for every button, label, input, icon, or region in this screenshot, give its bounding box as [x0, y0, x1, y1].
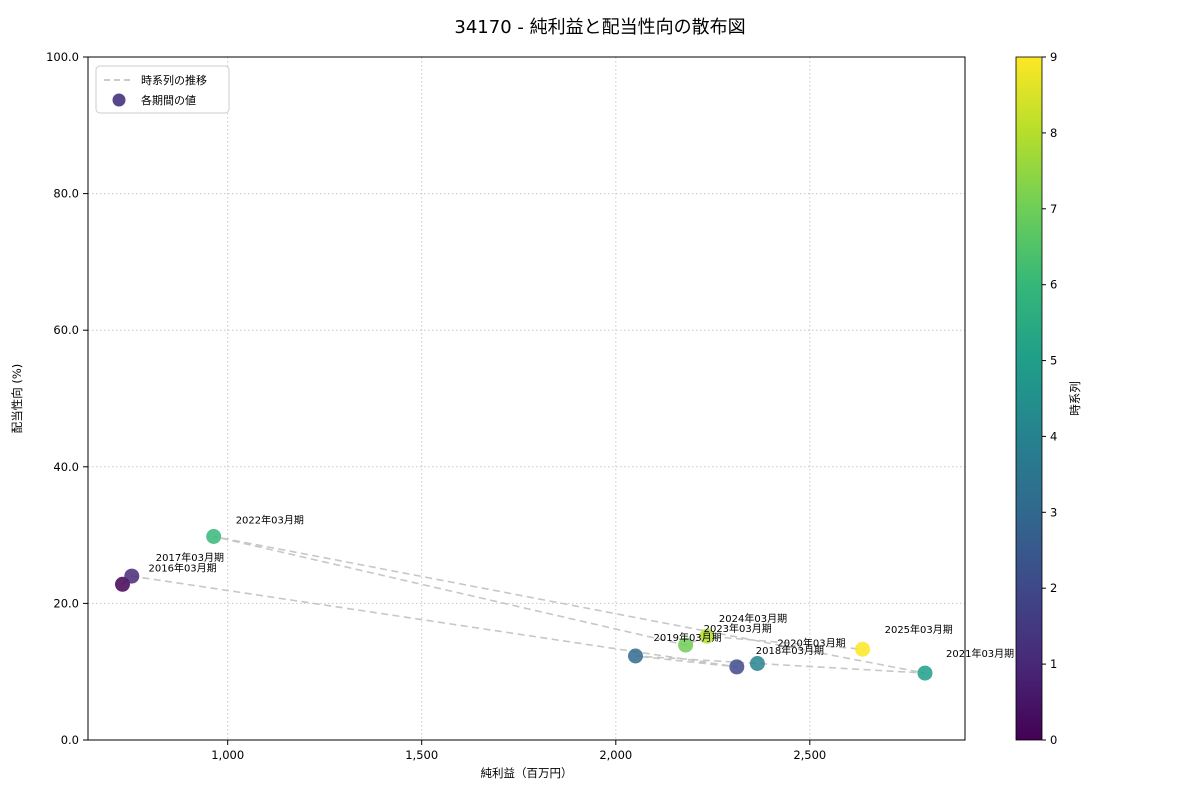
colorbar-tick-label: 1 — [1050, 657, 1057, 671]
data-point — [124, 568, 140, 584]
data-point — [917, 665, 933, 681]
colorbar-tick-label: 8 — [1050, 126, 1057, 140]
chart-title: 34170 - 純利益と配当性向の散布図 — [454, 17, 745, 38]
colorbar-tick-label: 9 — [1050, 50, 1057, 64]
point-label: 2016年03月期 — [149, 561, 217, 574]
x-tick-label: 1,500 — [405, 748, 438, 762]
point-label: 2022年03月期 — [236, 514, 304, 527]
legend-item-trend-label: 時系列の推移 — [141, 73, 207, 87]
colorbar — [1015, 56, 1043, 741]
colorbar-tick-label: 7 — [1050, 202, 1057, 216]
colorbar-tick-label: 4 — [1050, 429, 1057, 443]
y-tick-label: 40.0 — [53, 460, 79, 474]
legend-marker-sample — [112, 93, 126, 107]
x-tick-label: 2,500 — [793, 748, 826, 762]
point-label: 2023年03月期 — [704, 622, 772, 635]
y-tick-label: 60.0 — [53, 323, 79, 337]
y-tick-label: 20.0 — [53, 596, 79, 610]
colorbar-tick-label: 5 — [1050, 354, 1057, 368]
colorbar-tick-label: 3 — [1050, 505, 1057, 519]
colorbar-tick-label: 6 — [1050, 278, 1057, 292]
y-tick-label: 80.0 — [53, 187, 79, 201]
point-label: 2025年03月期 — [885, 623, 953, 636]
data-point — [855, 641, 871, 657]
point-label: 2019年03月期 — [654, 631, 722, 644]
x-tick-label: 2,000 — [599, 748, 632, 762]
x-axis-label: 純利益（百万円） — [481, 766, 573, 780]
legend — [95, 65, 230, 114]
data-point — [206, 529, 222, 544]
point-label: 2024年03月期 — [719, 612, 787, 625]
colorbar-label: 時系列 — [1068, 381, 1082, 416]
point-label: 2018年03月期 — [756, 644, 824, 657]
data-point — [749, 656, 765, 671]
data-point — [729, 659, 745, 675]
y-tick-label: 0.0 — [61, 733, 79, 747]
x-tick-label: 1,000 — [211, 748, 244, 762]
colorbar-tick-label: 0 — [1050, 733, 1057, 747]
point-label: 2020年03月期 — [777, 637, 845, 650]
y-tick-label: 100.0 — [46, 50, 79, 64]
plot-frame — [87, 56, 966, 741]
legend-item-points-label: 各期間の値 — [141, 93, 196, 107]
data-point — [699, 628, 715, 644]
colorbar-tick-label: 2 — [1050, 581, 1057, 595]
point-label: 2017年03月期 — [156, 551, 224, 564]
data-point — [628, 648, 643, 664]
trend-line — [121, 535, 926, 674]
data-point — [678, 637, 694, 653]
point-label: 2021年03月期 — [946, 647, 1014, 660]
y-axis-label: 配当性向 (%) — [10, 364, 24, 434]
